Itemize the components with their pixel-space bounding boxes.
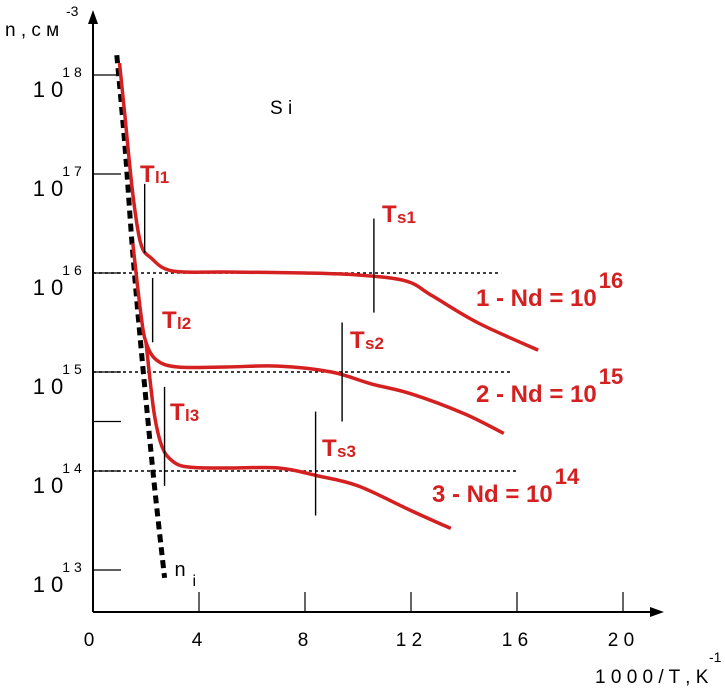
y-tick-label: 1 0 [33,275,64,300]
y-tick-exponent: 1 6 [62,262,82,278]
y-tick-exponent: 1 4 [62,460,82,476]
x-axis-arrow [650,607,664,617]
x-tick-label: 1 2 [396,630,422,651]
axes [88,10,664,617]
x-tick-label: 8 [298,630,309,651]
marker-label: T [350,327,365,354]
x-tick-label: 0 [84,630,95,651]
series-label-exponent: 14 [555,464,580,489]
x-tick-label: 4 [192,630,203,651]
intrinsic-curve [114,54,168,579]
y-tick-label: 1 0 [33,176,64,201]
series-label-exponent: 16 [599,268,623,293]
x-tick-label: 2 0 [608,630,634,651]
marker-label: T [140,161,155,188]
intrinsic-label: n [175,559,186,581]
marker-label-sub: s1 [397,208,416,227]
x-axis-title-exponent: -1 [709,649,722,665]
series-label: 1 - Nd = 10 [476,285,597,312]
series-label: 2 - Nd = 10 [476,381,597,408]
y-tick-exponent: 1 8 [62,64,82,80]
series-label-exponent: 15 [599,364,623,389]
y-tick-label: 1 0 [33,572,64,597]
x-axis-title: 1 0 0 0 / T , K [595,667,709,688]
marker-label: T [170,399,185,426]
series-line [144,342,452,531]
marker-label-sub: l3 [185,406,199,425]
series-label: 3 - Nd = 10 [432,481,553,508]
y-axis-title: n , с м [5,20,59,41]
labels: n , с м -3 1 0 0 0 / T , K -1 S i [5,3,722,688]
y-tick-exponent: 1 5 [62,361,82,377]
marker-label: T [162,307,177,334]
y-tick-exponent: 1 7 [62,163,82,179]
x-tick-label: 1 6 [502,630,528,651]
intrinsic-label-sub: i [193,573,197,590]
y-tick-exponent: 1 3 [62,559,82,575]
reference-lines [93,272,517,472]
marker-label: T [322,435,337,462]
marker-label-sub: s2 [365,334,384,353]
y-axis-title-exponent: -3 [66,3,79,19]
marker-label-sub: s3 [337,442,356,461]
marker-label-sub: l1 [155,168,169,187]
y-tick-label: 1 0 [33,77,64,102]
y-axis-arrow [88,10,98,24]
series-line [117,62,539,352]
marker-label-sub: l2 [177,314,191,333]
y-tick-label: 1 0 [33,473,64,498]
series-line [131,243,505,435]
marker-label: T [382,201,397,228]
material-label: S i [270,98,292,119]
y-tick-label: 1 0 [33,374,64,399]
